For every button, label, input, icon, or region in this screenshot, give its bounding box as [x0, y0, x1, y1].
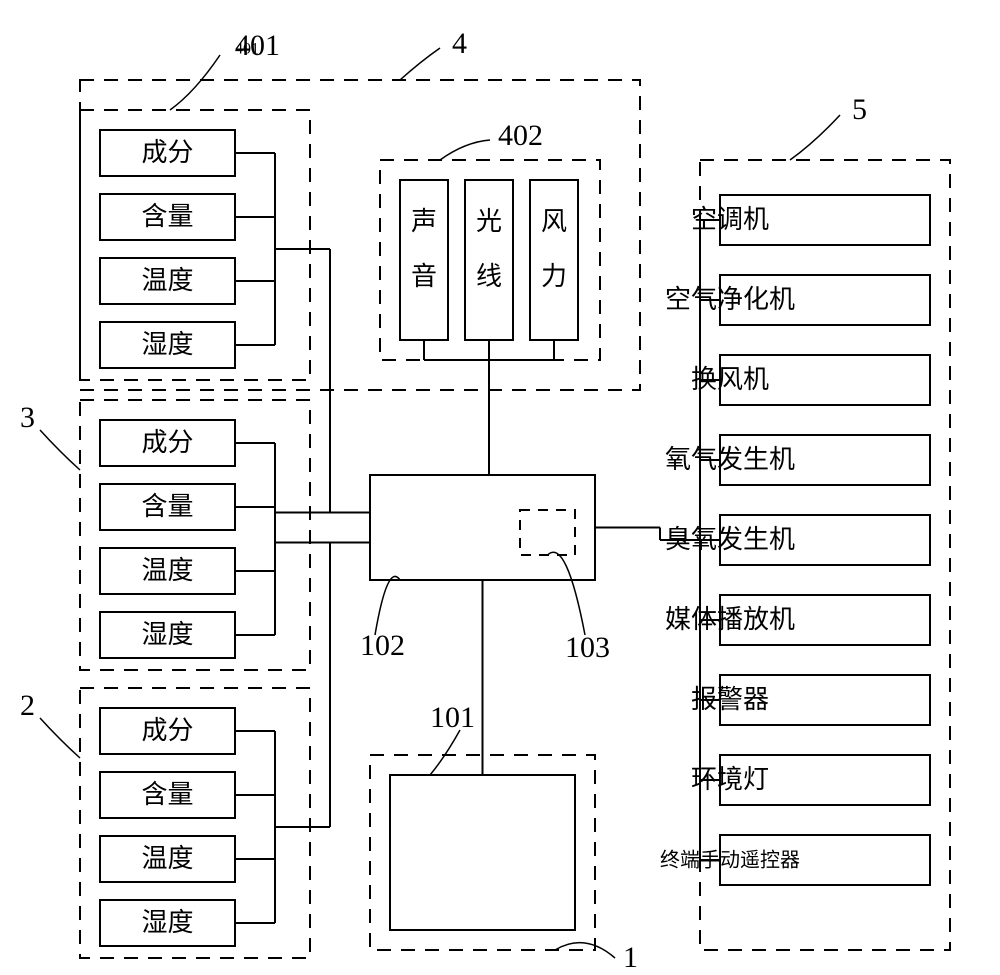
svg-text:温度: 温度 [141, 556, 193, 585]
svg-text:101: 101 [430, 701, 475, 734]
svg-text:力: 力 [541, 262, 567, 291]
svg-text:湿度: 湿度 [141, 330, 193, 359]
svg-text:1: 1 [623, 941, 638, 974]
svg-text:温度: 温度 [141, 266, 193, 295]
svg-text:氧气发生机: 氧气发生机 [665, 445, 795, 474]
svg-text:含量: 含量 [141, 492, 193, 521]
svg-text:3: 3 [20, 401, 35, 434]
svg-text:成分: 成分 [141, 138, 193, 167]
svg-text:102: 102 [360, 629, 405, 662]
svg-text:湿度: 湿度 [141, 908, 193, 937]
svg-text:402: 402 [498, 119, 543, 152]
svg-text:含量: 含量 [141, 202, 193, 231]
svg-text:4: 4 [452, 27, 467, 60]
svg-text:媒体播放机: 媒体播放机 [665, 605, 795, 634]
svg-text:风: 风 [541, 207, 567, 236]
svg-text:2: 2 [20, 689, 35, 722]
svg-text:成分: 成分 [141, 428, 193, 457]
svg-text:音: 音 [411, 262, 437, 291]
svg-text:光: 光 [476, 207, 502, 236]
svg-text:终端手动遥控器: 终端手动遥控器 [660, 849, 800, 872]
svg-text:103: 103 [565, 631, 610, 664]
svg-text:线: 线 [476, 262, 502, 291]
svg-text:含量: 含量 [141, 780, 193, 809]
svg-text:声: 声 [411, 207, 437, 236]
svg-text:5: 5 [852, 93, 867, 126]
svg-text:温度: 温度 [141, 844, 193, 873]
svg-text:湿度: 湿度 [141, 620, 193, 649]
system-block-diagram: 成分含量温度湿度声音光线风力成分含量温度湿度成分含量温度湿度空调机空气净化机换风… [0, 0, 1000, 975]
svg-text:成分: 成分 [141, 716, 193, 745]
svg-text:空气净化机: 空气净化机 [665, 285, 795, 314]
svg-text:401: 401 [235, 29, 280, 62]
